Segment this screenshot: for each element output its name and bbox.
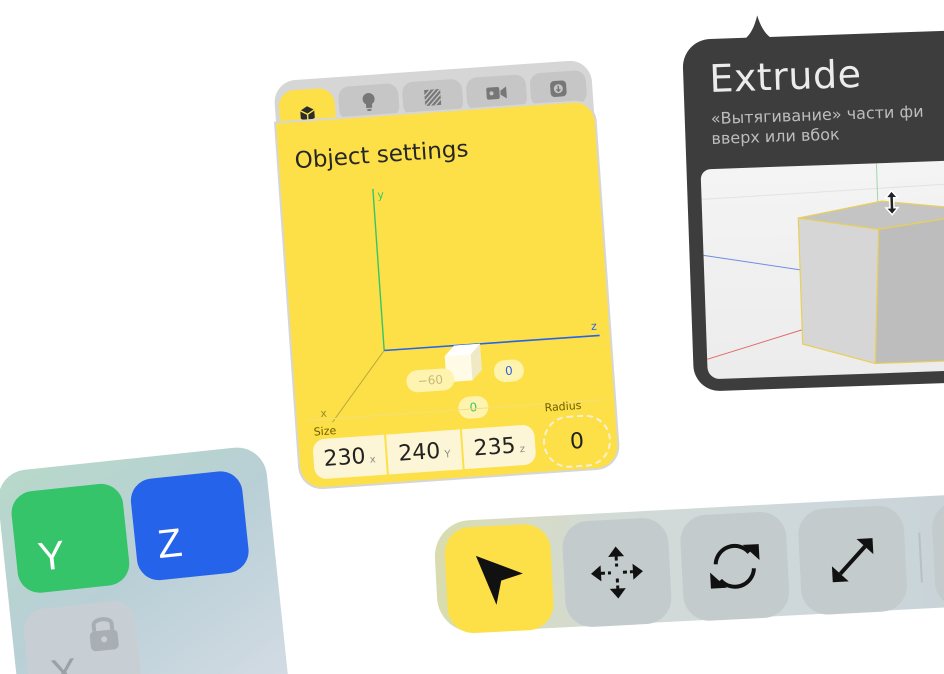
size-x-value: 230 — [322, 443, 367, 472]
rotate-arrows-icon — [710, 543, 760, 589]
scale-arrows-icon — [831, 538, 874, 583]
tab-camera[interactable] — [465, 73, 528, 113]
settings-body: Object settings y z x −60 0 0 Size — [276, 101, 619, 489]
rotation-x-chip[interactable]: −60 — [405, 367, 456, 393]
download-icon — [550, 80, 567, 97]
tools-toolbar — [433, 492, 944, 635]
size-y-value: 240 — [397, 438, 442, 467]
extrude-tooltip: Extrude «Вытягивание» части фи вверх или… — [682, 15, 944, 392]
axis-z-label: z — [591, 320, 598, 333]
toolbar-divider — [918, 532, 923, 583]
lightbulb-icon — [362, 92, 375, 112]
tooltip-pointer — [718, 15, 799, 47]
axis-diagram: y z x — [319, 188, 600, 425]
scale-tool-button[interactable] — [796, 504, 909, 616]
radius-label: Radius — [544, 398, 582, 415]
preview-cube — [444, 343, 482, 383]
tab-object[interactable] — [277, 87, 338, 142]
resize-cursor-icon — [884, 189, 900, 216]
select-arrow-icon — [475, 555, 523, 605]
rotate-tool-button[interactable] — [679, 510, 791, 623]
size-x-field[interactable]: 230 x — [312, 434, 387, 480]
size-label: Size — [313, 424, 337, 439]
axis-lock-panel: Y Z X — [0, 444, 291, 674]
extra-tool-button[interactable] — [930, 497, 944, 609]
move-arrows-icon — [590, 546, 643, 599]
axis-x-button[interactable]: X — [21, 599, 144, 674]
extrude-description: «Вытягивание» части фи вверх или вбок — [710, 99, 944, 149]
extrude-title: Extrude — [708, 51, 863, 102]
panel-title: Object settings — [293, 136, 470, 175]
video-camera-icon — [486, 86, 507, 100]
lock-icon — [89, 617, 119, 652]
axis-y-button[interactable]: Y — [9, 481, 132, 595]
tab-material[interactable] — [401, 78, 464, 117]
texture-icon — [424, 88, 442, 107]
size-z-axis: z — [519, 443, 526, 455]
size-y-axis: Y — [444, 448, 452, 461]
tab-light[interactable] — [337, 82, 400, 122]
tab-export[interactable] — [529, 69, 588, 108]
object-settings-panel: Object settings y z x −60 0 0 Size — [273, 59, 619, 489]
axis-y-label-text: Y — [35, 533, 68, 580]
axis-z-button[interactable]: Z — [128, 469, 251, 583]
move-tool-button[interactable] — [561, 516, 673, 629]
settings-tabbar — [273, 59, 595, 142]
size-y-field[interactable]: 240 Y — [386, 429, 463, 475]
size-x-axis: x — [369, 453, 377, 466]
select-tool-button[interactable] — [443, 522, 555, 635]
radius-field[interactable]: 0 — [541, 412, 613, 470]
axis-y-label: y — [377, 188, 385, 201]
axis-x-label: x — [320, 407, 328, 420]
cube-icon — [299, 106, 315, 123]
size-z-value: 235 — [472, 433, 517, 461]
axis-z-label-text: Z — [155, 520, 185, 568]
extrude-preview-scene — [701, 163, 944, 365]
axis-x-label-text: X — [48, 650, 80, 674]
extrude-preview — [700, 159, 944, 380]
size-z-field[interactable]: 235 z — [461, 424, 537, 470]
